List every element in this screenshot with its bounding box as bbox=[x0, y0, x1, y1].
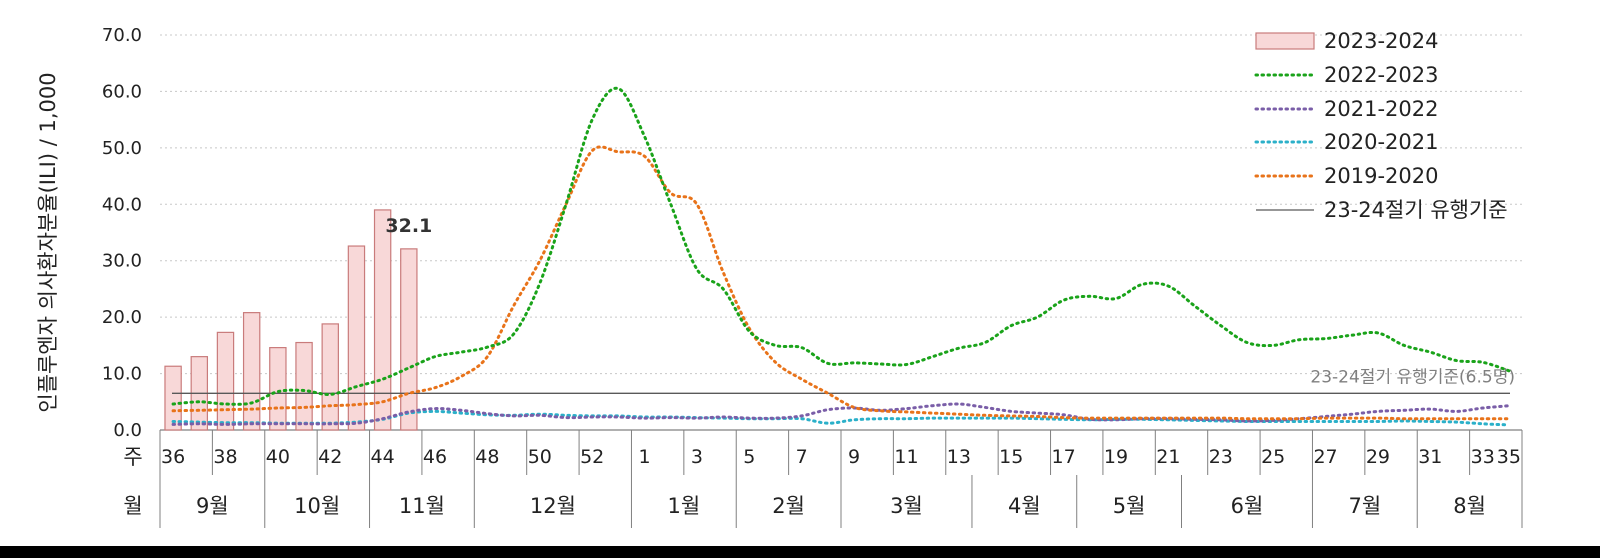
bar-42 bbox=[321, 323, 339, 431]
y-tick-label: 0.0 bbox=[113, 420, 142, 441]
line-2021-2022 bbox=[171, 402, 1511, 426]
month-label: 4월 bbox=[1008, 494, 1041, 518]
legend-label-2021-2022: 2021-2022 bbox=[1324, 97, 1438, 121]
week-tick-label: 3 bbox=[691, 446, 703, 468]
month-label: 6월 bbox=[1231, 494, 1264, 518]
bar-38 bbox=[216, 331, 235, 431]
legend-label-2023-2024: 2023-2024 bbox=[1324, 29, 1438, 53]
week-row-label: 주 bbox=[123, 445, 142, 469]
y-tick-label: 50.0 bbox=[102, 138, 142, 159]
week-tick-label: 7 bbox=[796, 446, 808, 468]
series-lines bbox=[171, 86, 1511, 427]
week-tick-label: 35 bbox=[1497, 446, 1521, 468]
week-tick-label: 13 bbox=[947, 446, 971, 468]
month-label: 9월 bbox=[196, 494, 229, 518]
bottom-border bbox=[0, 546, 1600, 558]
week-tick-label: 33 bbox=[1471, 446, 1495, 468]
week-tick-label: 50 bbox=[528, 446, 552, 468]
influenza-ili-chart: 0.0 10.0 20.0 30.0 40.0 50.0 60.0 70.0 인플루엔자 의사… bbox=[36, 25, 1523, 528]
week-tick-label: 44 bbox=[371, 446, 395, 468]
week-tick-label: 1 bbox=[639, 446, 651, 468]
bars-2023-2024 bbox=[164, 209, 418, 431]
legend-label-2022-2023: 2022-2023 bbox=[1324, 63, 1438, 87]
week-tick-label: 31 bbox=[1418, 446, 1442, 468]
month-label: 8월 bbox=[1453, 494, 1486, 518]
bar-45 bbox=[400, 248, 418, 431]
week-tick-label: 15 bbox=[999, 446, 1023, 468]
x-axis: 주 월 36 38 40 42 44 46 48 50 52 1 3 5 7 9 11 13 15 17 19 21 2… bbox=[123, 430, 1523, 528]
week-tick-label: 9 bbox=[848, 446, 860, 468]
month-label: 12월 bbox=[530, 494, 576, 518]
month-row-label: 월 bbox=[123, 494, 142, 518]
week-tick-label: 21 bbox=[1156, 446, 1180, 468]
y-tick-label: 10.0 bbox=[102, 364, 142, 385]
bar-40 bbox=[269, 347, 287, 431]
bar-44 bbox=[373, 209, 392, 431]
month-label: 11월 bbox=[399, 494, 445, 518]
week-tick-label: 25 bbox=[1261, 446, 1285, 468]
week-tick-label: 36 bbox=[161, 446, 185, 468]
week-tick-label: 48 bbox=[475, 446, 499, 468]
week-tick-label: 19 bbox=[1104, 446, 1128, 468]
week-tick-label: 38 bbox=[213, 446, 237, 468]
week-tick-label: 5 bbox=[743, 446, 755, 468]
y-tick-label: 60.0 bbox=[102, 81, 142, 102]
month-label: 10월 bbox=[294, 494, 340, 518]
bar-43 bbox=[347, 245, 366, 431]
month-label: 2월 bbox=[772, 494, 805, 518]
month-label: 5월 bbox=[1113, 494, 1146, 518]
y-tick-label: 20.0 bbox=[102, 307, 142, 328]
week-tick-label: 40 bbox=[266, 446, 290, 468]
bar-41 bbox=[295, 341, 313, 431]
week-tick-label: 27 bbox=[1313, 446, 1337, 468]
legend-label-2019-2020: 2019-2020 bbox=[1324, 164, 1438, 188]
week-tick-label: 23 bbox=[1209, 446, 1233, 468]
y-tick-label: 30.0 bbox=[102, 251, 142, 272]
week-tick-label: 52 bbox=[580, 446, 604, 468]
legend: 2023-2024 2022-2023 2021-2022 2020-2021 … bbox=[1254, 29, 1508, 222]
month-label: 7월 bbox=[1349, 494, 1382, 518]
y-tick-label: 70.0 bbox=[102, 25, 142, 46]
y-axis: 0.0 10.0 20.0 30.0 40.0 50.0 60.0 70.0 bbox=[102, 25, 1522, 441]
legend-swatch-2023-2024 bbox=[1255, 32, 1315, 50]
bar-39 bbox=[242, 312, 261, 431]
bar-36 bbox=[164, 365, 182, 431]
week-tick-label: 46 bbox=[423, 446, 447, 468]
legend-label-threshold: 23-24절기 유행기준 bbox=[1324, 198, 1508, 222]
legend-label-2020-2021: 2020-2021 bbox=[1324, 130, 1438, 154]
week-tick-label: 29 bbox=[1366, 446, 1390, 468]
threshold-group: 23-24절기 유행기준(6.5명) bbox=[172, 367, 1515, 394]
line-2022-2023 bbox=[171, 86, 1511, 406]
week-tick-label: 17 bbox=[1052, 446, 1076, 468]
line-2019-2020 bbox=[171, 145, 1511, 421]
bar-data-label: 32.1 bbox=[385, 215, 432, 237]
threshold-label: 23-24절기 유행기준(6.5명) bbox=[1310, 367, 1515, 387]
week-tick-label: 11 bbox=[894, 446, 918, 468]
month-label: 3월 bbox=[890, 494, 923, 518]
week-tick-label: 42 bbox=[318, 446, 342, 468]
y-axis-title: 인플루엔자 의사환자분율(ILI) / 1,000 bbox=[36, 72, 60, 412]
y-tick-label: 40.0 bbox=[102, 194, 142, 215]
month-label: 1월 bbox=[668, 494, 701, 518]
